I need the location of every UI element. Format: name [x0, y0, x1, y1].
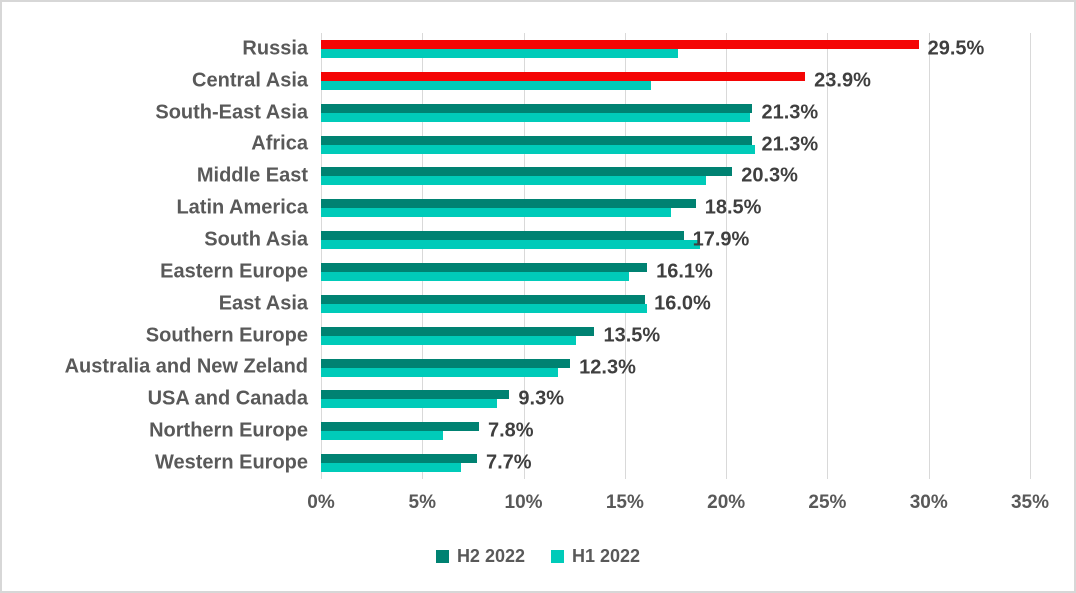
- data-label: 17.9%: [692, 228, 750, 251]
- legend-marker: [435, 550, 449, 563]
- x-axis-tick-label: 5%: [408, 492, 437, 513]
- bar-row: Australia and New Zeland 12.3%: [0, 352, 1076, 384]
- bar-h1-2022: [321, 303, 648, 313]
- category-label: Central Asia: [192, 69, 308, 92]
- bar-h2-2022: [321, 422, 479, 432]
- bar-row: Russia 29.5%: [0, 33, 1076, 65]
- data-label: 16.1%: [656, 260, 713, 283]
- bar-h1-2022: [321, 49, 678, 58]
- data-label: 18.5%: [704, 196, 762, 219]
- category-label: East Asia: [218, 292, 308, 315]
- gridline: [422, 33, 424, 479]
- bar-h2-2022: [321, 358, 571, 368]
- data-label: 9.3%: [518, 387, 564, 410]
- bar-h2-2022: [321, 167, 733, 177]
- data-label: 29.5%: [927, 37, 985, 60]
- bar-h1-2022: [321, 399, 498, 409]
- category-label: Latin America: [176, 196, 308, 219]
- category-label: USA and Canada: [147, 387, 308, 410]
- bar-h2-2022: [321, 103, 753, 113]
- x-axis-tick-label: 15%: [605, 492, 644, 513]
- category-label: Eastern Europe: [160, 260, 308, 283]
- bar-h1-2022: [321, 335, 577, 345]
- category-label: South-East Asia: [155, 101, 308, 124]
- bar-row: USA and Canada 9.3%: [0, 383, 1076, 415]
- data-label: 21.3%: [761, 133, 819, 156]
- bar-h1-2022: [321, 240, 700, 250]
- legend-label: H2 2022: [456, 546, 525, 566]
- data-label: 12.3%: [579, 356, 636, 379]
- legend: H2 2022 H1 2022: [0, 546, 1076, 567]
- x-axis: 0% 5% 10% 15% 20% 25% 30% 35%: [0, 492, 1076, 518]
- bar-row: Middle East 20.3%: [0, 160, 1076, 192]
- bar-row: South Asia 17.9%: [0, 224, 1076, 256]
- bar-h2-2022: [321, 263, 648, 272]
- bar-h1-2022: [321, 272, 629, 281]
- bar-h2-2022: [321, 294, 646, 304]
- bar-h2-2022: [321, 454, 477, 464]
- bar-h2-2022: [321, 135, 753, 145]
- bar-h2-2022: [321, 231, 684, 241]
- legend-item: H2 2022: [435, 546, 525, 567]
- gridlines-layer: [321, 33, 1031, 479]
- bar-h2-2022: [321, 40, 919, 49]
- data-label: 7.8%: [488, 419, 534, 442]
- x-axis-tick-label: 35%: [1010, 492, 1050, 513]
- x-axis-tick-label: 10%: [504, 492, 543, 513]
- bar-h2-2022: [321, 326, 595, 336]
- x-axis-tick-label: 30%: [909, 492, 948, 513]
- bar-h1-2022: [321, 208, 672, 218]
- gridline: [1030, 33, 1031, 479]
- bar-row: Southern Europe 13.5%: [0, 320, 1076, 352]
- gridline: [321, 33, 322, 479]
- bar-h1-2022: [321, 463, 461, 473]
- data-label: 16.0%: [654, 292, 711, 315]
- x-axis-tick-label: 0%: [307, 492, 335, 513]
- legend-item: H1 2022: [551, 546, 640, 567]
- data-label: 21.3%: [761, 101, 819, 124]
- bar-h1-2022: [321, 176, 706, 186]
- legend-marker: [551, 550, 564, 563]
- category-label: South Asia: [204, 228, 308, 251]
- category-label: Northern Europe: [149, 419, 308, 442]
- bar-row: East Asia 16.0%: [0, 288, 1076, 320]
- plot-area: Russia 29.5% Central Asia 23.9% South-East A…: [0, 33, 1076, 479]
- gridline: [928, 33, 930, 479]
- bar-row: Western Europe 7.7%: [0, 447, 1076, 479]
- category-label: Middle East: [196, 164, 308, 187]
- bar-row: Latin America 18.5%: [0, 192, 1076, 224]
- bar-h2-2022: [321, 390, 510, 400]
- gridline: [624, 33, 626, 479]
- bar-h1-2022: [321, 112, 751, 122]
- bar-h2-2022: [321, 71, 806, 81]
- bar-h1-2022: [321, 431, 443, 441]
- data-label: 23.9%: [814, 69, 871, 92]
- bar-row: Central Asia 23.9%: [0, 65, 1076, 97]
- legend-label: H1 2022: [572, 546, 641, 566]
- category-label: Southern Europe: [145, 324, 308, 347]
- category-label: Russia: [242, 37, 308, 60]
- x-axis-tick-label: 20%: [707, 492, 746, 513]
- category-label: Western Europe: [155, 451, 308, 474]
- bar-h1-2022: [321, 367, 558, 377]
- bar-h1-2022: [321, 144, 755, 154]
- bar-row: Northern Europe 7.8%: [0, 415, 1076, 447]
- gridline: [827, 33, 829, 479]
- bar-h2-2022: [321, 199, 696, 209]
- gridline: [523, 33, 525, 479]
- bar-row: South-East Asia 21.3%: [0, 97, 1076, 129]
- bar-h1-2022: [321, 80, 652, 90]
- category-label: Africa: [251, 132, 308, 155]
- data-label: 20.3%: [741, 164, 798, 187]
- category-label: Australia and New Zeland: [64, 355, 308, 378]
- bar-row: Africa 21.3%: [0, 129, 1076, 161]
- data-label: 7.7%: [485, 451, 532, 474]
- bar-row: Eastern Europe 16.1%: [0, 256, 1076, 288]
- data-label: 13.5%: [603, 324, 661, 347]
- gridline: [726, 33, 728, 479]
- x-axis-tick-label: 25%: [808, 492, 847, 513]
